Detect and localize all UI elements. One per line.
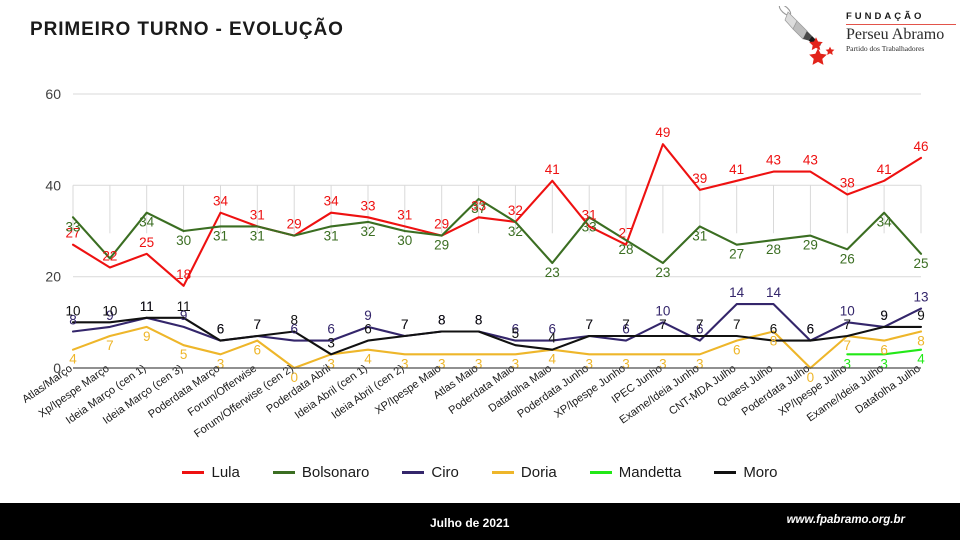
svg-text:6: 6 — [807, 322, 815, 337]
svg-text:25: 25 — [913, 256, 928, 271]
svg-text:6: 6 — [364, 322, 372, 337]
svg-text:28: 28 — [766, 242, 781, 257]
svg-text:7: 7 — [733, 317, 741, 332]
svg-text:6: 6 — [217, 322, 225, 337]
svg-text:6: 6 — [770, 322, 778, 337]
svg-text:39: 39 — [692, 171, 707, 186]
svg-text:38: 38 — [840, 176, 855, 191]
svg-text:7: 7 — [254, 317, 262, 332]
svg-text:34: 34 — [324, 194, 340, 209]
svg-text:32: 32 — [508, 203, 523, 218]
svg-text:8: 8 — [290, 313, 298, 328]
svg-text:41: 41 — [545, 162, 560, 177]
svg-text:34: 34 — [139, 215, 155, 230]
svg-text:7: 7 — [585, 317, 593, 332]
svg-text:29: 29 — [287, 217, 302, 232]
svg-text:5: 5 — [180, 347, 188, 362]
svg-text:6: 6 — [733, 343, 741, 358]
svg-text:32: 32 — [508, 224, 523, 239]
svg-text:31: 31 — [250, 228, 265, 243]
svg-text:31: 31 — [324, 228, 339, 243]
svg-text:40: 40 — [45, 177, 61, 193]
svg-text:11: 11 — [177, 299, 191, 314]
svg-text:4: 4 — [917, 352, 925, 367]
svg-text:7: 7 — [401, 317, 409, 332]
svg-text:23: 23 — [655, 265, 670, 280]
svg-text:34: 34 — [877, 215, 893, 230]
svg-text:26: 26 — [840, 251, 855, 266]
svg-text:8: 8 — [475, 313, 483, 328]
svg-text:31: 31 — [213, 228, 228, 243]
svg-text:7: 7 — [844, 317, 852, 332]
svg-text:7: 7 — [622, 317, 630, 332]
svg-text:33: 33 — [65, 219, 80, 234]
svg-text:11: 11 — [140, 299, 154, 314]
svg-text:13: 13 — [913, 290, 928, 305]
svg-text:7: 7 — [844, 338, 852, 353]
svg-text:60: 60 — [45, 86, 61, 102]
svg-text:9: 9 — [143, 329, 151, 344]
svg-text:41: 41 — [877, 162, 892, 177]
svg-text:9: 9 — [880, 308, 888, 323]
svg-text:8: 8 — [438, 313, 446, 328]
svg-text:18: 18 — [176, 267, 191, 282]
svg-text:43: 43 — [803, 153, 818, 168]
svg-text:4: 4 — [549, 331, 557, 346]
svg-text:20: 20 — [45, 269, 61, 285]
svg-text:10: 10 — [102, 303, 117, 318]
svg-text:Datafolha Julho: Datafolha Julho — [853, 363, 923, 417]
svg-text:4: 4 — [549, 352, 557, 367]
svg-text:30: 30 — [176, 233, 191, 248]
svg-text:14: 14 — [729, 285, 745, 300]
svg-text:9: 9 — [917, 308, 925, 323]
svg-text:7: 7 — [696, 317, 704, 332]
svg-text:6: 6 — [254, 343, 262, 358]
svg-text:29: 29 — [803, 238, 818, 253]
svg-text:25: 25 — [139, 235, 154, 250]
svg-text:27: 27 — [729, 247, 744, 262]
svg-text:28: 28 — [618, 242, 633, 257]
svg-text:34: 34 — [213, 194, 229, 209]
svg-text:8: 8 — [917, 334, 925, 349]
svg-text:10: 10 — [65, 303, 80, 318]
svg-text:14: 14 — [766, 285, 782, 300]
svg-text:7: 7 — [106, 338, 114, 353]
svg-text:32: 32 — [360, 224, 375, 239]
svg-text:4: 4 — [364, 352, 372, 367]
svg-text:31: 31 — [397, 207, 412, 222]
svg-text:33: 33 — [582, 219, 597, 234]
svg-text:37: 37 — [471, 201, 486, 216]
svg-text:27: 27 — [618, 226, 633, 241]
svg-text:46: 46 — [913, 139, 928, 154]
svg-text:3: 3 — [327, 335, 335, 350]
svg-text:30: 30 — [397, 233, 412, 248]
svg-text:31: 31 — [250, 207, 265, 222]
svg-text:5: 5 — [512, 326, 520, 341]
svg-text:22: 22 — [102, 249, 117, 264]
svg-text:33: 33 — [360, 198, 375, 213]
svg-text:41: 41 — [729, 162, 744, 177]
svg-text:43: 43 — [766, 153, 781, 168]
svg-text:49: 49 — [655, 125, 670, 140]
svg-text:31: 31 — [692, 228, 707, 243]
svg-text:4: 4 — [69, 352, 77, 367]
svg-text:23: 23 — [545, 265, 560, 280]
svg-text:29: 29 — [434, 217, 449, 232]
svg-text:29: 29 — [434, 238, 449, 253]
svg-text:7: 7 — [659, 317, 667, 332]
